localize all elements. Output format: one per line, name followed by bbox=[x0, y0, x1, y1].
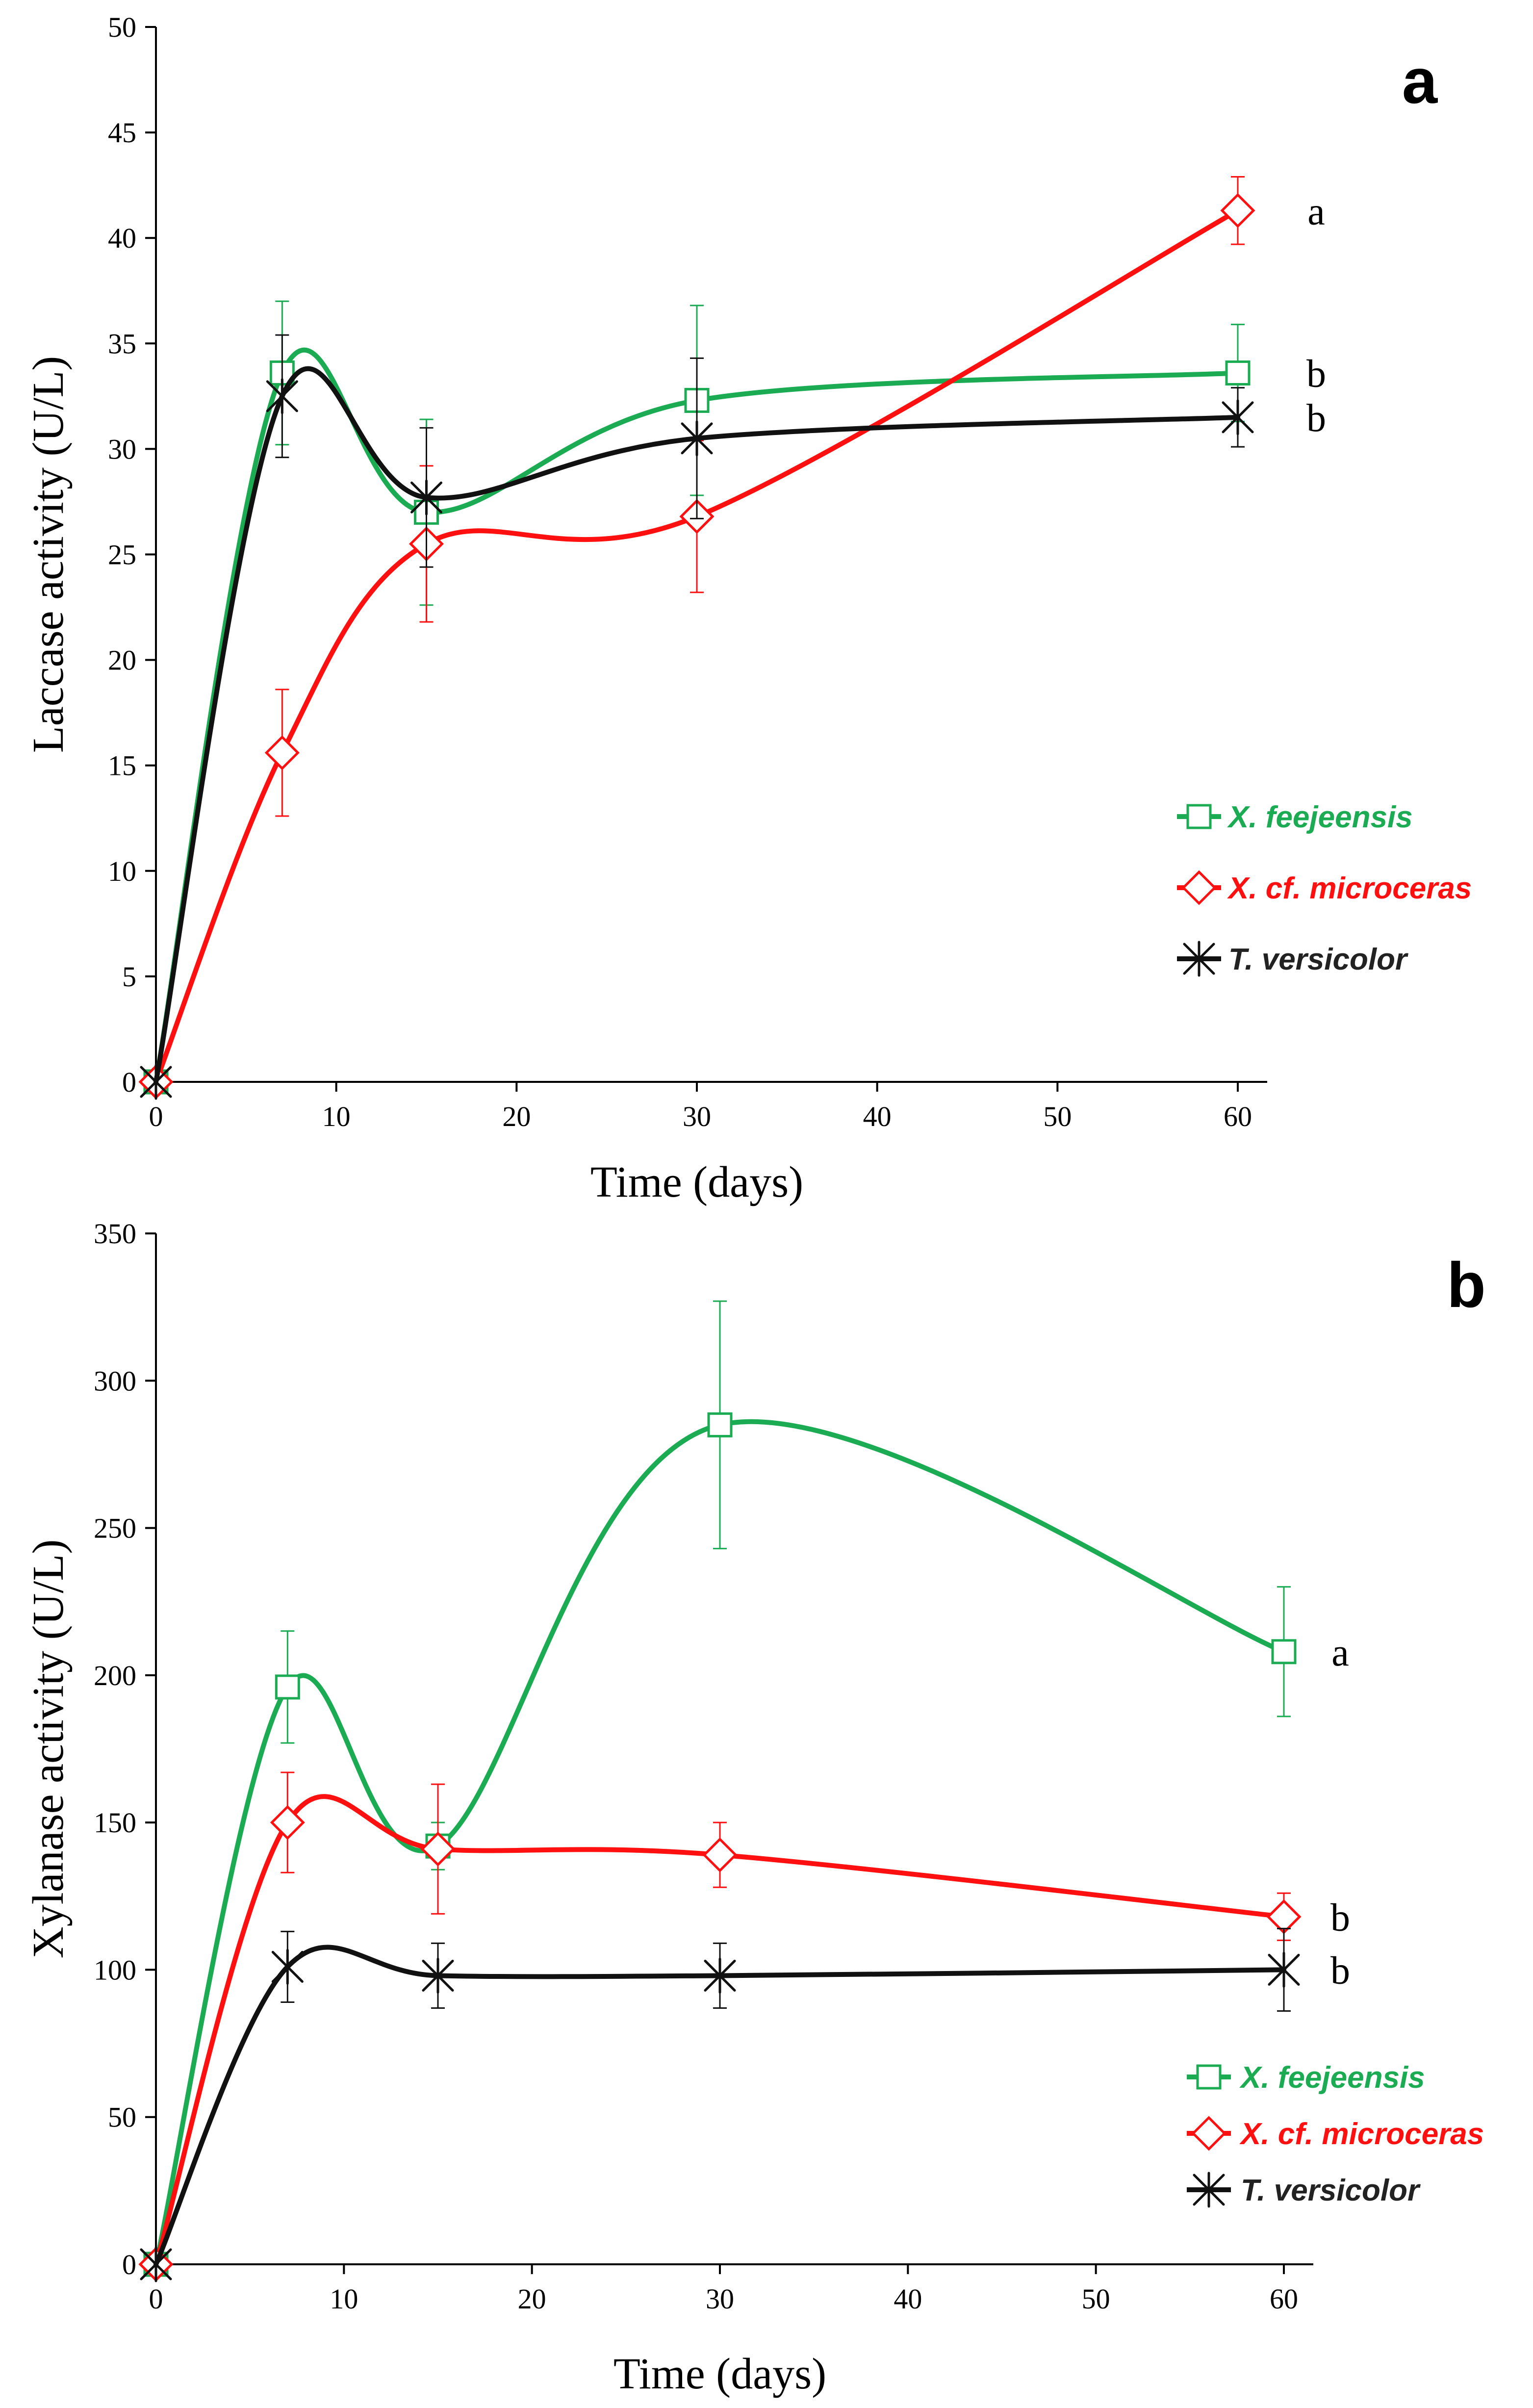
legend-marker bbox=[1191, 2116, 1226, 2151]
x-tick-label: 10 bbox=[322, 1101, 351, 1132]
y-tick-label: 15 bbox=[108, 750, 136, 782]
y-axis-label: Xylanase activity (U/L) bbox=[24, 1539, 73, 1959]
chart-panel-b: 0 50 100 150 200 250 300 350 0 10 20 30 40 50 60 Time (… bbox=[24, 1218, 1486, 2398]
series-x-cf-microceras: b bbox=[138, 1771, 1350, 2282]
x-tick-label: 40 bbox=[863, 1101, 892, 1132]
significance-label: a bbox=[1331, 1631, 1349, 1674]
series-line bbox=[153, 1794, 1286, 2267]
series-line bbox=[153, 1945, 1286, 2267]
legend-marker bbox=[1196, 2064, 1222, 2090]
x-tick-label: 60 bbox=[1270, 2283, 1298, 2315]
legend-entry: T. versicolor bbox=[1187, 2172, 1421, 2208]
x-axis-label: Time (days) bbox=[590, 1158, 803, 1206]
data-point-marker bbox=[264, 735, 300, 770]
x-tick-label: 30 bbox=[683, 1101, 711, 1132]
y-axis-label: Laccase activity (U/L) bbox=[24, 356, 73, 753]
y-tick-label: 350 bbox=[94, 1218, 136, 1250]
legend-entry: X. feejeensis bbox=[1187, 2061, 1425, 2095]
legend-label: X. cf. microceras bbox=[1239, 2117, 1484, 2151]
y-tick-label: 50 bbox=[108, 11, 136, 43]
data-point-marker bbox=[704, 1957, 736, 1994]
y-tick-label: 25 bbox=[108, 539, 136, 571]
series-line bbox=[153, 347, 1240, 1084]
x-tick-label: 50 bbox=[1082, 2283, 1110, 2315]
series-t-versicolor: b bbox=[140, 334, 1326, 1100]
legend-entry: X. cf. microceras bbox=[1187, 2116, 1484, 2151]
legend-label: T. versicolor bbox=[1228, 943, 1408, 976]
legend-label: X. feejeensis bbox=[1239, 2061, 1425, 2095]
y-tick-label: 50 bbox=[108, 2101, 136, 2133]
x-tick-label: 0 bbox=[149, 2283, 163, 2315]
data-point-marker bbox=[1268, 1951, 1300, 1988]
legend-entry: T. versicolor bbox=[1177, 941, 1408, 977]
significance-label: b bbox=[1306, 397, 1326, 440]
legend-label: X. cf. microceras bbox=[1227, 871, 1472, 905]
panel-label: b bbox=[1447, 1249, 1485, 1321]
data-point-marker bbox=[422, 1957, 454, 1994]
data-point-marker bbox=[140, 2246, 172, 2282]
legend-entry: X. feejeensis bbox=[1177, 800, 1413, 834]
x-tick-label: 20 bbox=[502, 1101, 531, 1132]
y-tick-label: 40 bbox=[108, 222, 136, 254]
data-point-marker bbox=[266, 378, 298, 414]
x-tick-label: 40 bbox=[894, 2283, 922, 2315]
y-tick-label: 5 bbox=[122, 961, 136, 993]
data-point-marker bbox=[681, 420, 713, 457]
data-point-marker bbox=[702, 1837, 738, 1872]
x-tick-label: 30 bbox=[706, 2283, 734, 2315]
series-line bbox=[153, 366, 1240, 1084]
y-tick-label: 150 bbox=[94, 1807, 136, 1839]
data-point-marker bbox=[271, 1948, 304, 1985]
legend-entry: X. cf. microceras bbox=[1177, 870, 1472, 905]
x-tick-label: 50 bbox=[1043, 1101, 1072, 1132]
y-tick-label: 200 bbox=[94, 1660, 136, 1691]
y-tick-label: 20 bbox=[108, 644, 136, 676]
y-tick-label: 35 bbox=[108, 328, 136, 359]
data-point-marker bbox=[270, 1805, 305, 1840]
legend-label: X. feejeensis bbox=[1227, 800, 1413, 834]
data-point-marker bbox=[1222, 399, 1254, 435]
series-t-versicolor: b bbox=[140, 1927, 1350, 2282]
data-point-marker bbox=[410, 479, 442, 515]
y-tick-label: 100 bbox=[94, 1954, 136, 1986]
x-tick-label: 20 bbox=[518, 2283, 546, 2315]
y-tick-label: 10 bbox=[108, 855, 136, 887]
panel-label: a bbox=[1402, 45, 1438, 117]
data-point-marker bbox=[140, 1064, 172, 1100]
data-point-marker bbox=[420, 1831, 456, 1867]
x-axis-label: Time (days) bbox=[613, 2350, 826, 2398]
series-x-feejeensis: a bbox=[143, 1300, 1349, 2277]
y-tick-label: 300 bbox=[94, 1365, 136, 1397]
data-point-marker bbox=[1271, 1639, 1297, 1665]
significance-label: b bbox=[1330, 1949, 1350, 1992]
x-tick-label: 60 bbox=[1224, 1101, 1252, 1132]
x-tick-label: 0 bbox=[149, 1101, 163, 1132]
y-tick-label: 250 bbox=[94, 1512, 136, 1544]
legend-marker bbox=[1183, 941, 1215, 977]
series-line bbox=[153, 208, 1240, 1084]
data-point-marker bbox=[707, 1412, 733, 1437]
x-tick-label: 10 bbox=[330, 2283, 358, 2315]
data-point-marker bbox=[1266, 1899, 1302, 1934]
legend-label: T. versicolor bbox=[1241, 2174, 1421, 2207]
significance-label: a bbox=[1307, 190, 1325, 233]
y-tick-label: 0 bbox=[122, 1066, 136, 1098]
chart-panel-a: 0 5 10 15 20 25 30 35 40 45 50 0 10 20 30 40 50 60 Time (d… bbox=[24, 11, 1472, 1206]
y-tick-label: 0 bbox=[122, 2249, 136, 2280]
y-tick-label: 30 bbox=[108, 433, 136, 465]
data-point-marker bbox=[1225, 360, 1251, 386]
data-point-marker bbox=[1220, 193, 1255, 228]
legend-marker bbox=[1186, 804, 1212, 829]
significance-label: b bbox=[1330, 1896, 1350, 1939]
legend-marker bbox=[1193, 2172, 1225, 2208]
y-tick-label: 45 bbox=[108, 117, 136, 149]
series-x-cf-microceras: a bbox=[138, 176, 1325, 1100]
data-point-marker bbox=[275, 1674, 300, 1700]
legend-marker bbox=[1181, 870, 1217, 905]
significance-label: b bbox=[1306, 353, 1326, 396]
